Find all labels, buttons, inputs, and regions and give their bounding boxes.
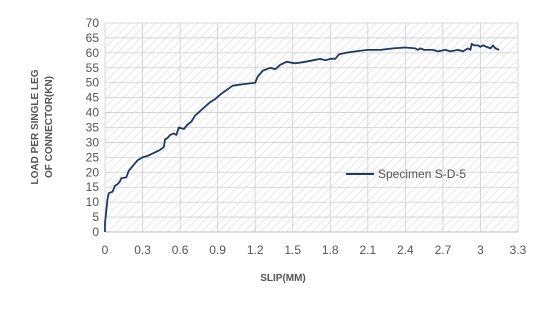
y-tick-label: 70 bbox=[86, 16, 100, 30]
y-tick-label: 40 bbox=[86, 106, 100, 120]
legend: Specimen S-D-5 bbox=[346, 167, 466, 181]
gridlines bbox=[104, 22, 519, 233]
y-axis-title: LOAD PER SINGLE LEG OF CONNECTOR(KN) bbox=[30, 69, 55, 184]
y-tick-label: 50 bbox=[86, 76, 100, 90]
y-tick-label: 45 bbox=[86, 91, 100, 105]
y-tick-label: 20 bbox=[86, 165, 100, 179]
series-layer bbox=[104, 43, 500, 232]
legend-label: Specimen S-D-5 bbox=[378, 167, 466, 181]
x-tick-label: 2.7 bbox=[435, 243, 452, 257]
x-tick-label: 2.4 bbox=[397, 243, 414, 257]
y-tick-label: 60 bbox=[86, 46, 100, 60]
x-tick-label: 1.8 bbox=[322, 243, 339, 257]
x-tick-label: 0.6 bbox=[172, 243, 189, 257]
y-tick-label: 30 bbox=[86, 135, 100, 149]
series-line-0 bbox=[104, 43, 500, 232]
x-axis-title: SLIP(MM) bbox=[260, 273, 306, 284]
x-tick-label: 0.3 bbox=[134, 243, 151, 257]
y-tick-label: 55 bbox=[86, 61, 100, 75]
y-tick-label: 35 bbox=[86, 121, 100, 135]
x-tick-label: 2.1 bbox=[359, 243, 376, 257]
y-tick-label: 10 bbox=[86, 195, 100, 209]
x-tick-label: 1.5 bbox=[284, 243, 301, 257]
x-tick-label: 0 bbox=[102, 243, 109, 257]
x-tick-label: 3.3 bbox=[510, 243, 527, 257]
y-axis-title-line-2: OF CONNECTOR(KN) bbox=[44, 76, 55, 178]
y-tick-label: 15 bbox=[86, 180, 100, 194]
x-tick-label: 3 bbox=[477, 243, 484, 257]
x-axis-ticks: 0 0.3 0.6 0.9 1.2 1.5 1.8 2.1 2.4 2.7 3 3.3 bbox=[102, 243, 527, 257]
y-tick-label: 0 bbox=[92, 225, 99, 239]
y-axis-title-line-1: LOAD PER SINGLE LEG bbox=[30, 69, 41, 184]
y-tick-label: 5 bbox=[92, 210, 99, 224]
y-tick-label: 25 bbox=[86, 150, 100, 164]
x-tick-label: 0.9 bbox=[209, 243, 226, 257]
x-tick-label: 1.2 bbox=[247, 243, 264, 257]
y-tick-label: 65 bbox=[86, 31, 100, 45]
